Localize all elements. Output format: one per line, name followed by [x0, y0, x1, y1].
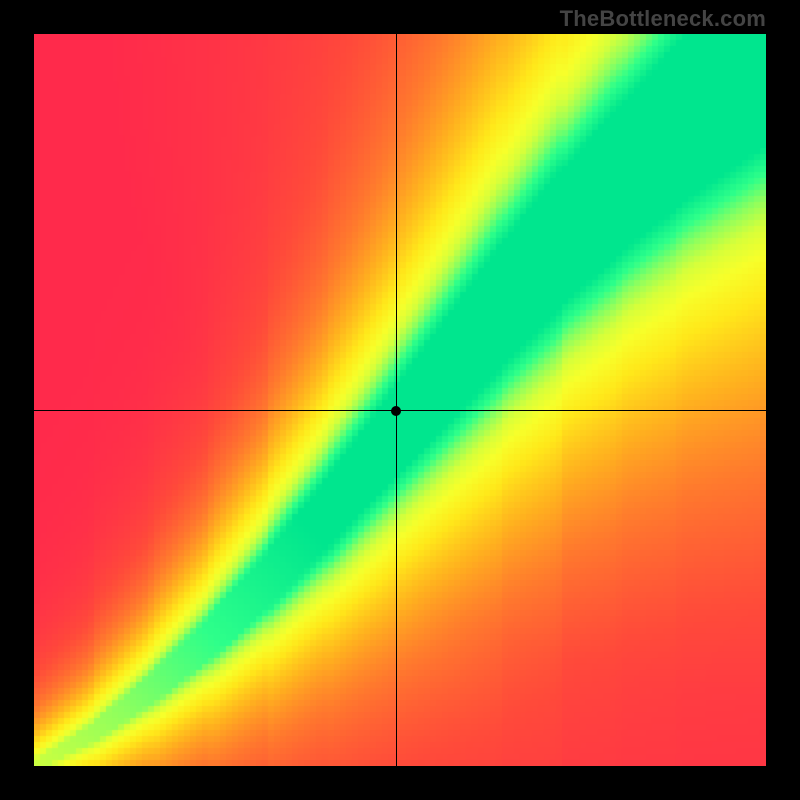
plot-area [34, 34, 766, 766]
chart-frame: TheBottleneck.com [0, 0, 800, 800]
heatmap-canvas [34, 34, 766, 766]
watermark-text: TheBottleneck.com [560, 6, 766, 32]
crosshair-vertical [396, 34, 397, 766]
crosshair-dot [391, 406, 401, 416]
